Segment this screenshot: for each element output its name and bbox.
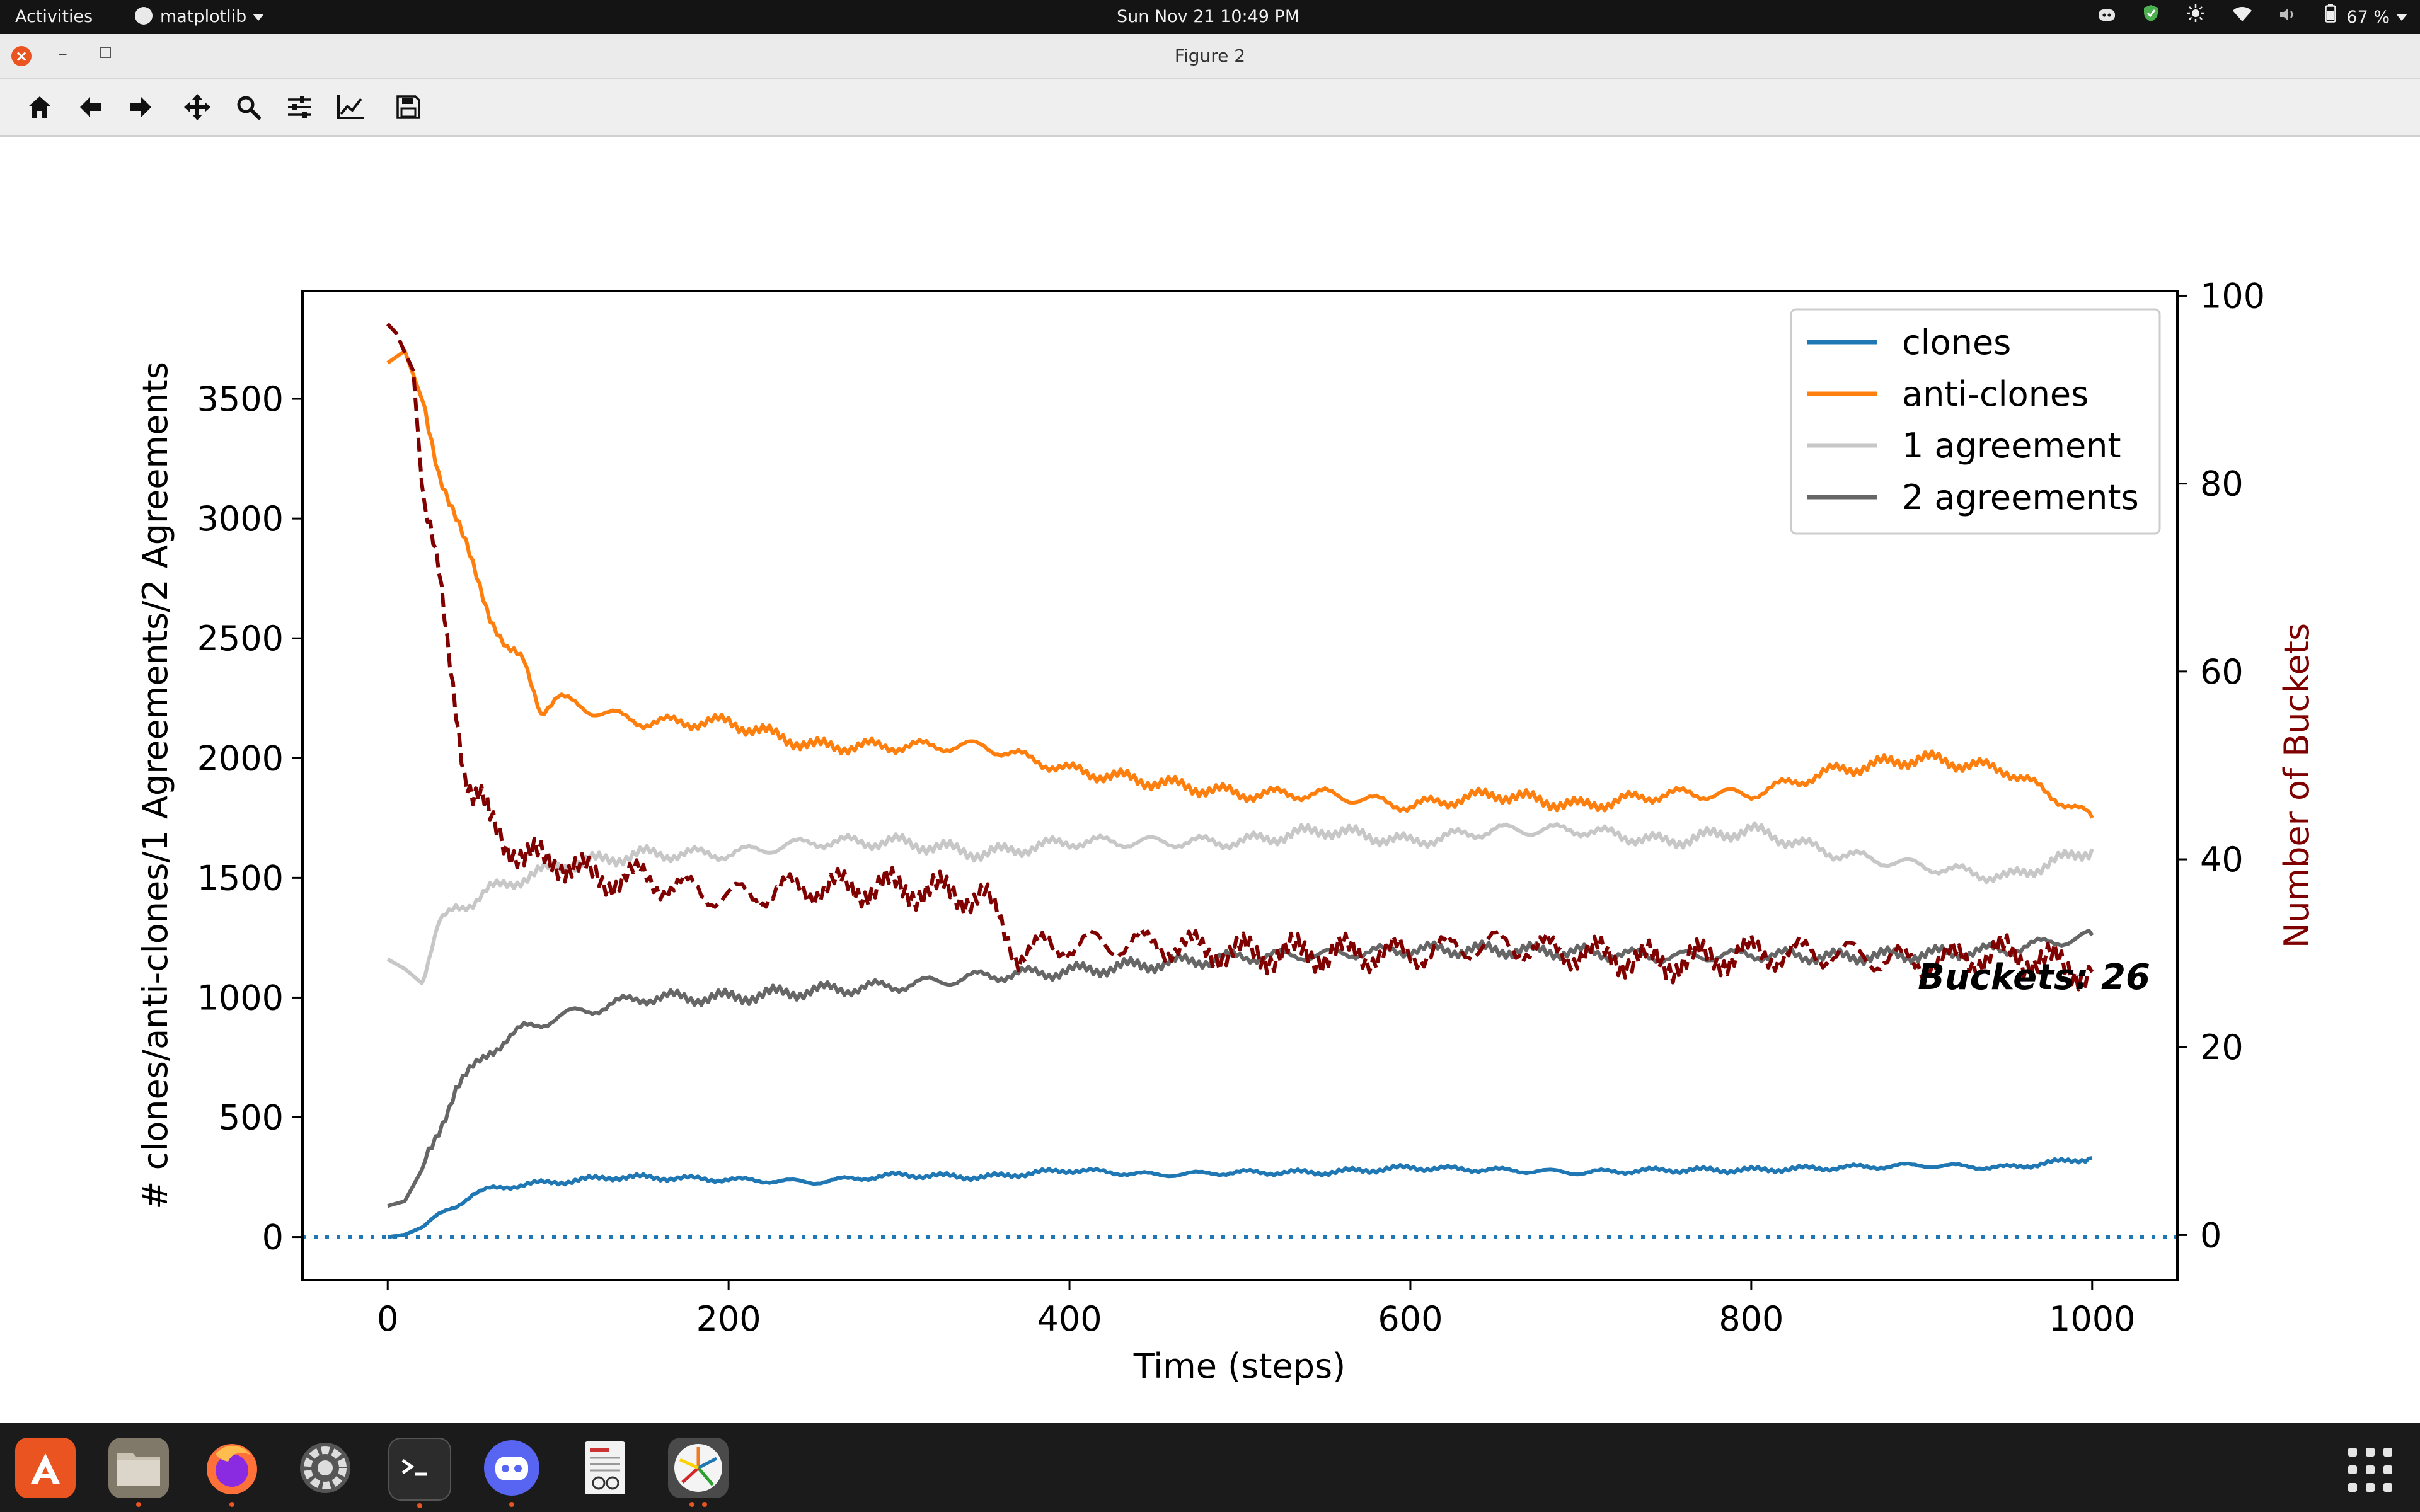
x-tick-label: 1000 bbox=[2049, 1299, 2135, 1339]
settings-icon bbox=[300, 1443, 350, 1493]
matplotlib-figure-icon bbox=[674, 1444, 722, 1492]
dock-app-document-viewer[interactable] bbox=[575, 1438, 635, 1498]
legend-label: 1 agreement bbox=[1902, 426, 2121, 466]
x-tick-label: 600 bbox=[1378, 1299, 1443, 1339]
right-y-tick-label: 40 bbox=[2200, 840, 2244, 879]
zoom-button[interactable] bbox=[229, 90, 267, 124]
battery-percent: 67 % bbox=[2346, 7, 2390, 27]
right-y-tick-label: 0 bbox=[2200, 1215, 2221, 1255]
chart[interactable]: 0 200 400 600 800 100005001000150020002500300… bbox=[0, 137, 2420, 1422]
y-tick-label: 1000 bbox=[197, 978, 284, 1017]
right-y-tick-label: 100 bbox=[2200, 276, 2265, 316]
volume-icon[interactable] bbox=[2279, 1, 2298, 35]
minimize-window-button[interactable]: – bbox=[58, 43, 67, 65]
y-tick-label: 0 bbox=[262, 1218, 284, 1257]
legend-label: anti-clones bbox=[1902, 374, 2089, 414]
dock bbox=[0, 1423, 2420, 1512]
series-line-number-of-buckets bbox=[386, 323, 2094, 992]
right-y-axis-label: Number of Buckets bbox=[2277, 623, 2317, 948]
back-button[interactable] bbox=[72, 90, 110, 124]
system-menu-chevron-icon[interactable] bbox=[2396, 14, 2407, 21]
y-tick-label: 1500 bbox=[197, 858, 284, 898]
forward-button[interactable] bbox=[122, 90, 159, 124]
legend-label: clones bbox=[1902, 323, 2011, 362]
dock-app-matplotlib[interactable] bbox=[668, 1438, 729, 1507]
zoom-magnifier-icon bbox=[237, 96, 261, 120]
save-figure-icon bbox=[396, 95, 420, 119]
buckets-annotation: Buckets: 26 bbox=[1918, 957, 2150, 998]
top-bar: Activities matplotlib Sun Nov 21 10:49 P… bbox=[0, 0, 2420, 34]
chevron-down-icon bbox=[253, 14, 265, 21]
legend: clones anti-clones 1 agreement 2 agreements bbox=[1790, 308, 2161, 535]
document-viewer-icon bbox=[585, 1441, 625, 1494]
system-tray[interactable]: 67 % bbox=[2076, 0, 2407, 34]
edit-axes-icon bbox=[337, 95, 364, 119]
right-y-tick-label: 20 bbox=[2200, 1028, 2244, 1067]
window-title: Figure 2 bbox=[1174, 45, 1246, 66]
back-arrow-icon bbox=[80, 97, 101, 117]
maximize-window-button[interactable] bbox=[100, 47, 111, 58]
y-tick-label: 3500 bbox=[197, 379, 284, 419]
series-line-clones bbox=[387, 1156, 2093, 1239]
dock-app-terminal[interactable] bbox=[388, 1438, 451, 1508]
firefox-icon bbox=[207, 1444, 257, 1494]
series-line-1-agreement bbox=[386, 821, 2094, 985]
x-tick-label: 400 bbox=[1037, 1299, 1102, 1339]
legend-box bbox=[1790, 308, 2161, 535]
edit-axes-button[interactable] bbox=[331, 90, 369, 124]
dock-app-files[interactable] bbox=[108, 1438, 169, 1507]
discord-icon bbox=[484, 1440, 539, 1496]
navigation-toolbar bbox=[0, 79, 2420, 137]
dock-app-software[interactable] bbox=[15, 1438, 76, 1498]
pan-button[interactable] bbox=[178, 90, 216, 124]
shield-icon[interactable] bbox=[2143, 1, 2159, 35]
battery-icon[interactable] bbox=[2325, 1, 2336, 35]
window-title-bar[interactable]: Figure 2 × – bbox=[0, 34, 2420, 79]
dock-app-firefox[interactable] bbox=[202, 1438, 262, 1507]
close-window-button[interactable]: × bbox=[11, 46, 32, 66]
discord-tray-icon[interactable] bbox=[2097, 1, 2116, 35]
terminal-icon bbox=[401, 1458, 427, 1476]
ubuntu-software-icon bbox=[31, 1453, 60, 1484]
y-tick-label: 3000 bbox=[197, 499, 284, 539]
activities-button[interactable]: Activities bbox=[15, 7, 93, 26]
right-y-tick-label: 80 bbox=[2200, 464, 2244, 504]
x-tick-label: 800 bbox=[1719, 1299, 1783, 1339]
configure-subplots-icon bbox=[288, 96, 311, 118]
dock-app-settings[interactable] bbox=[295, 1438, 355, 1498]
dock-app-discord[interactable] bbox=[481, 1438, 542, 1507]
forward-arrow-icon bbox=[130, 97, 151, 117]
y-tick-label: 500 bbox=[219, 1098, 284, 1138]
series-line-2-agreements bbox=[387, 928, 2094, 1208]
x-axis-label: Time (steps) bbox=[1133, 1346, 1345, 1386]
axes-frame bbox=[301, 290, 2179, 1281]
app-menu[interactable]: matplotlib bbox=[135, 0, 265, 34]
x-tick-label: 200 bbox=[696, 1299, 761, 1339]
home-icon bbox=[28, 96, 51, 118]
show-applications-button[interactable] bbox=[2348, 1448, 2394, 1493]
home-button[interactable] bbox=[21, 90, 59, 124]
series-line-anti-clones bbox=[386, 349, 2094, 819]
y-tick-label: 2500 bbox=[197, 619, 284, 658]
files-icon bbox=[117, 1453, 160, 1486]
right-y-tick-label: 60 bbox=[2200, 652, 2244, 692]
y-tick-label: 2000 bbox=[197, 738, 284, 778]
legend-label: 2 agreements bbox=[1902, 478, 2139, 517]
app-menu-label: matplotlib bbox=[160, 7, 247, 26]
configure-subplots-button[interactable] bbox=[280, 90, 318, 124]
figure-canvas[interactable]: 0 200 400 600 800 1000 0 500 1000 1500 2000 2500 300… bbox=[0, 137, 2420, 1422]
x-tick-label: 0 bbox=[377, 1299, 398, 1339]
wifi-icon[interactable] bbox=[2232, 1, 2252, 35]
brightness-icon[interactable] bbox=[2186, 1, 2205, 35]
save-button[interactable] bbox=[389, 90, 427, 124]
matplotlib-app-icon bbox=[135, 6, 153, 25]
y-axis-label: # clones/anti-clones/1 Agreements/2 Agre… bbox=[135, 362, 175, 1210]
clock[interactable]: Sun Nov 21 10:49 PM bbox=[1117, 7, 1300, 26]
pan-move-icon bbox=[184, 94, 210, 120]
